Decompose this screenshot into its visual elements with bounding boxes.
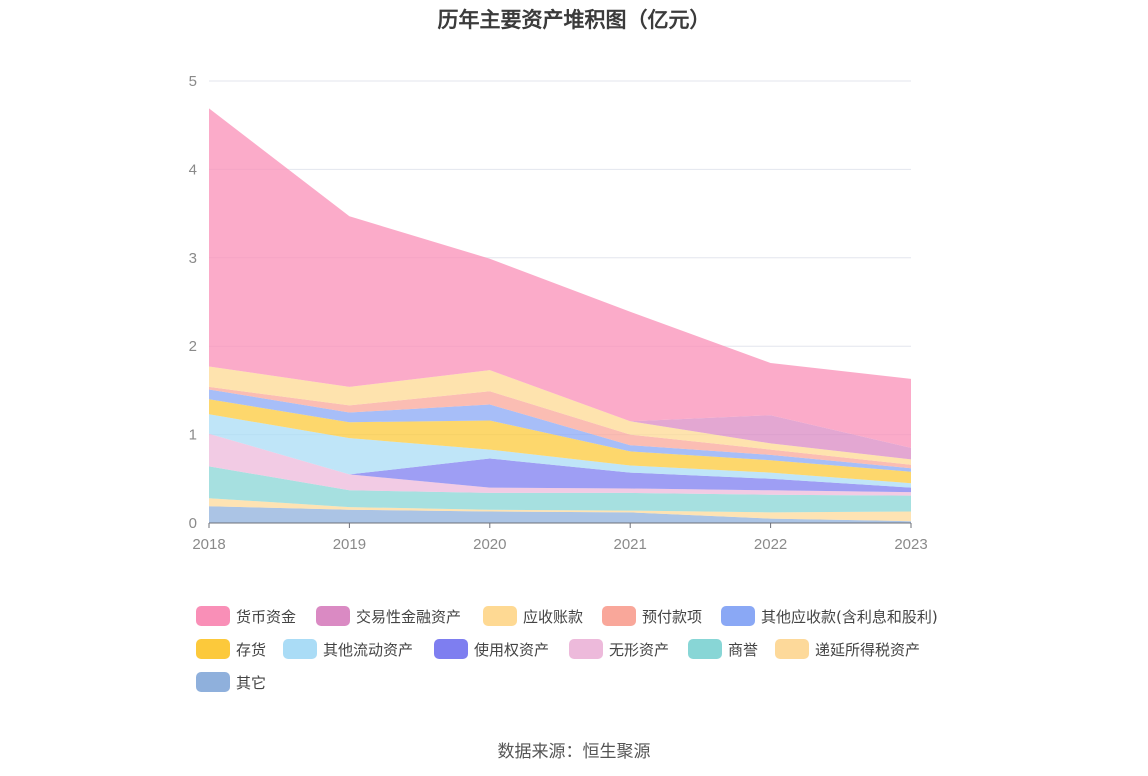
chart-title: 历年主要资产堆积图（亿元） <box>437 8 711 32</box>
area-0 <box>209 506 911 523</box>
legend-item[interactable]: 货币资金 <box>196 605 296 627</box>
legend-item[interactable]: 存货 <box>196 638 266 660</box>
y-tick-label: 1 <box>189 427 197 444</box>
x-tick-label: 2022 <box>754 536 787 553</box>
legend-label: 预付款项 <box>642 607 703 626</box>
legend-label: 商誉 <box>728 640 759 659</box>
legend-swatch <box>196 639 230 659</box>
legend-label: 无形资产 <box>609 640 670 659</box>
data-source: 数据来源：恒生聚源 <box>497 742 651 762</box>
legend-swatch <box>483 606 517 626</box>
legend-item[interactable]: 其它 <box>196 671 266 693</box>
legend-label: 交易性金融资产 <box>356 607 462 626</box>
area-series <box>209 108 911 523</box>
legend-label: 其他流动资产 <box>323 640 414 659</box>
y-tick-label: 4 <box>189 161 197 178</box>
legend-label: 使用权资产 <box>474 640 550 659</box>
legend-swatch <box>316 606 350 626</box>
y-tick-label: 5 <box>189 73 197 90</box>
area-3 <box>209 433 911 496</box>
legend-item[interactable]: 其他流动资产 <box>283 638 413 660</box>
x-tick-label: 2018 <box>192 536 225 553</box>
legend-swatch <box>721 606 755 626</box>
legend-item[interactable]: 应收账款 <box>483 605 583 627</box>
legend-swatch <box>688 639 722 659</box>
x-tick-label: 2021 <box>614 536 647 553</box>
legend-label: 货币资金 <box>236 607 297 626</box>
legend-label: 应收账款 <box>523 607 584 626</box>
legend-item[interactable]: 商誉 <box>688 638 758 660</box>
area-8 <box>209 386 911 469</box>
legend-item[interactable]: 交易性金融资产 <box>316 605 461 627</box>
area-2 <box>209 466 911 513</box>
area-10 <box>209 366 911 460</box>
y-tick-label: 0 <box>189 515 197 532</box>
legend-swatch <box>196 606 230 626</box>
stacked-area-chart: 0 1 2 3 4 5 2018 2019 2020 2021 2022 2023 <box>189 73 928 553</box>
legend-swatch <box>434 639 468 659</box>
legend-swatch <box>775 639 809 659</box>
legend-label: 其他应收款(含利息和股利) <box>761 607 938 626</box>
legend-item[interactable]: 使用权资产 <box>434 638 549 660</box>
area-6 <box>209 399 911 484</box>
y-tick-label: 3 <box>189 250 197 267</box>
y-tick-label: 2 <box>189 338 197 355</box>
legend-label: 其它 <box>236 673 267 692</box>
area-5 <box>209 414 911 488</box>
legend-item[interactable]: 预付款项 <box>602 605 702 627</box>
area-1 <box>209 498 911 522</box>
legend-swatch <box>602 606 636 626</box>
legend-item[interactable]: 无形资产 <box>569 638 669 660</box>
legend-label: 递延所得税资产 <box>815 640 921 659</box>
x-tick-label: 2020 <box>473 536 506 553</box>
area-7 <box>209 389 911 472</box>
axes: 0 1 2 3 4 5 2018 2019 2020 2021 2022 2023 <box>189 73 928 553</box>
x-tick-label: 2019 <box>333 536 366 553</box>
legend-label: 存货 <box>236 640 267 659</box>
legend-swatch <box>283 639 317 659</box>
area-11 <box>209 108 911 448</box>
x-tick-label: 2023 <box>894 536 927 553</box>
area-4 <box>209 433 911 493</box>
area-9 <box>209 366 911 465</box>
legend-item[interactable]: 递延所得税资产 <box>775 638 920 660</box>
legend-swatch <box>569 639 603 659</box>
legend-swatch <box>196 672 230 692</box>
legend-item[interactable]: 其他应收款(含利息和股利) <box>721 605 938 627</box>
